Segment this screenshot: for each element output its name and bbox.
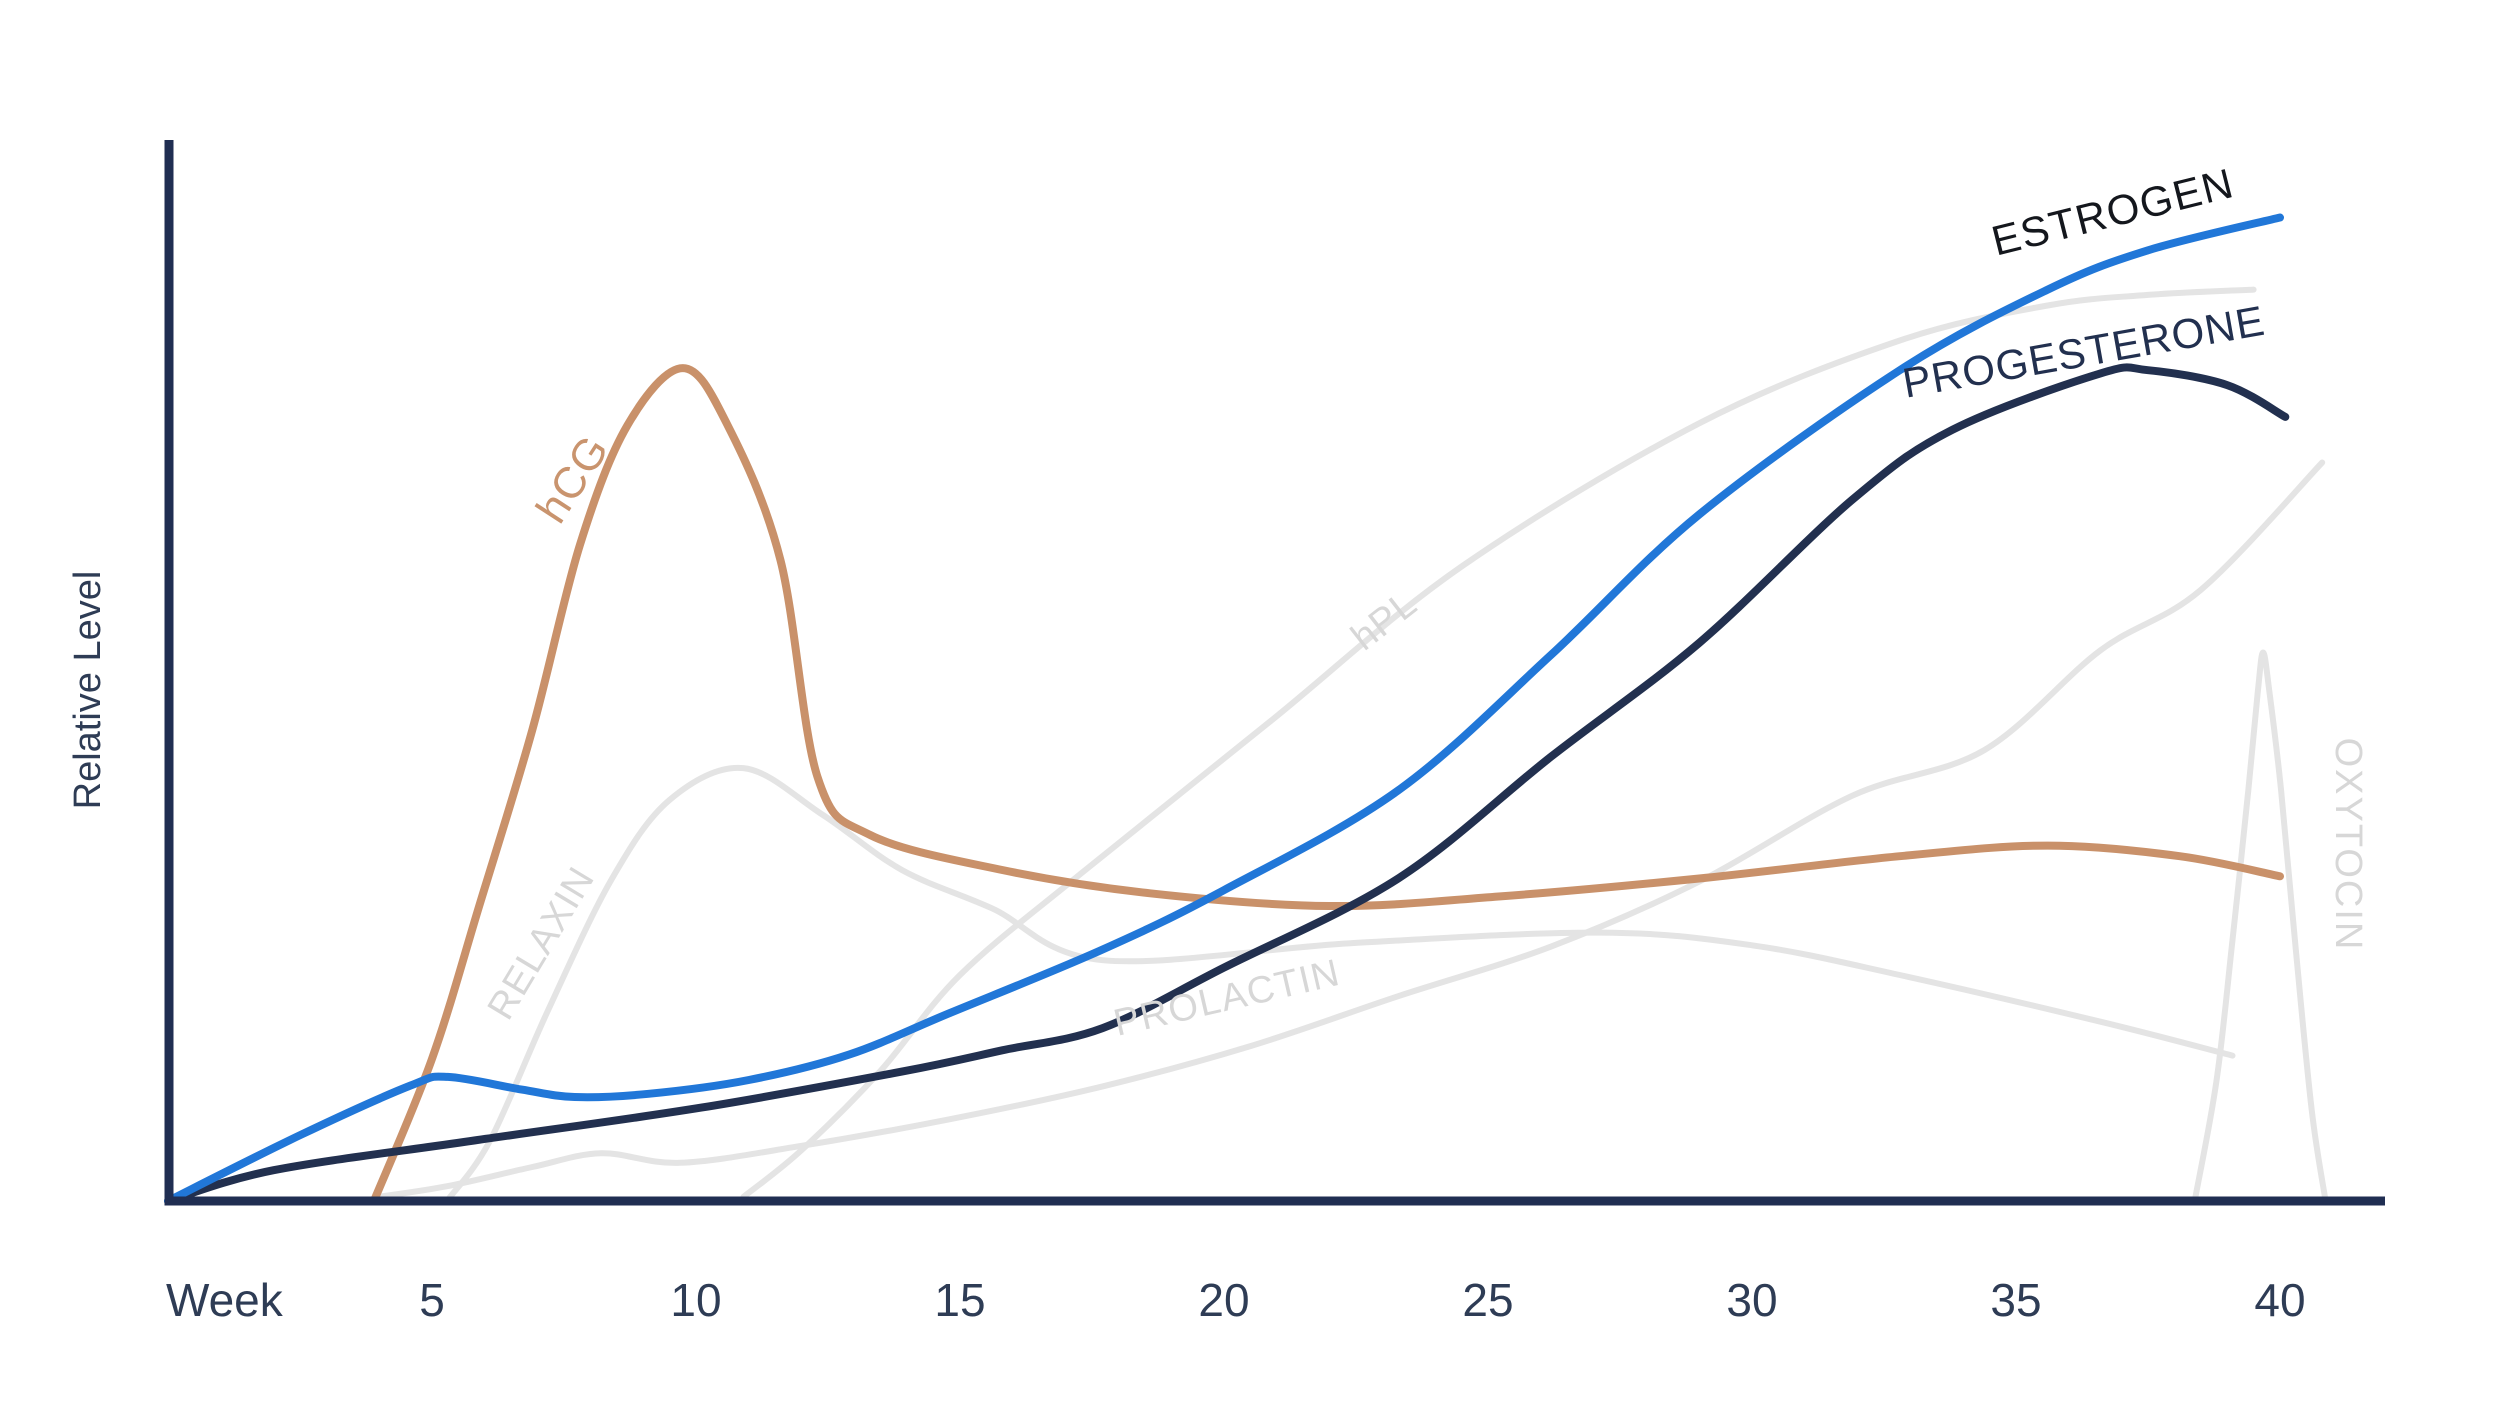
x-tick-30: 30 [1726,1274,1777,1326]
curve-label-estrogen: ESTROGEN [1987,159,2239,265]
x-tick-labels: 5 10 15 20 25 30 35 40 [419,1274,2305,1326]
x-tick-5: 5 [419,1274,445,1326]
curve-oxytocin [2192,649,2328,1200]
x-axis-title: Week [166,1274,284,1326]
curve-relaxin [444,764,2236,1203]
x-tick-40: 40 [2254,1274,2305,1326]
x-tick-20: 20 [1198,1274,1249,1326]
x-tick-10: 10 [670,1274,721,1326]
curve-label-oxytocin: OXYTOCIN [2327,738,2369,952]
curve-label-relaxin: RELAXIN [480,860,603,1027]
curve-hcg [369,364,2284,1205]
axes-lines [164,140,2385,1206]
y-axis-title: Relative Level [67,571,109,810]
curve-estrogen [164,213,2284,1205]
curves-layer [164,213,2328,1205]
curve-labels-layer: RELAXINhPLPROLACTINOXYTOCINhCGPROGESTERO… [480,159,2369,1045]
x-tick-35: 35 [1990,1274,2041,1326]
x-tick-15: 15 [934,1274,985,1326]
x-tick-25: 25 [1462,1274,1513,1326]
curve-progesterone [164,363,2290,1205]
curve-prolactin [376,459,2326,1200]
curve-label-progesterone: PROGESTERONE [1899,297,2268,407]
curve-hpl [740,286,2257,1200]
